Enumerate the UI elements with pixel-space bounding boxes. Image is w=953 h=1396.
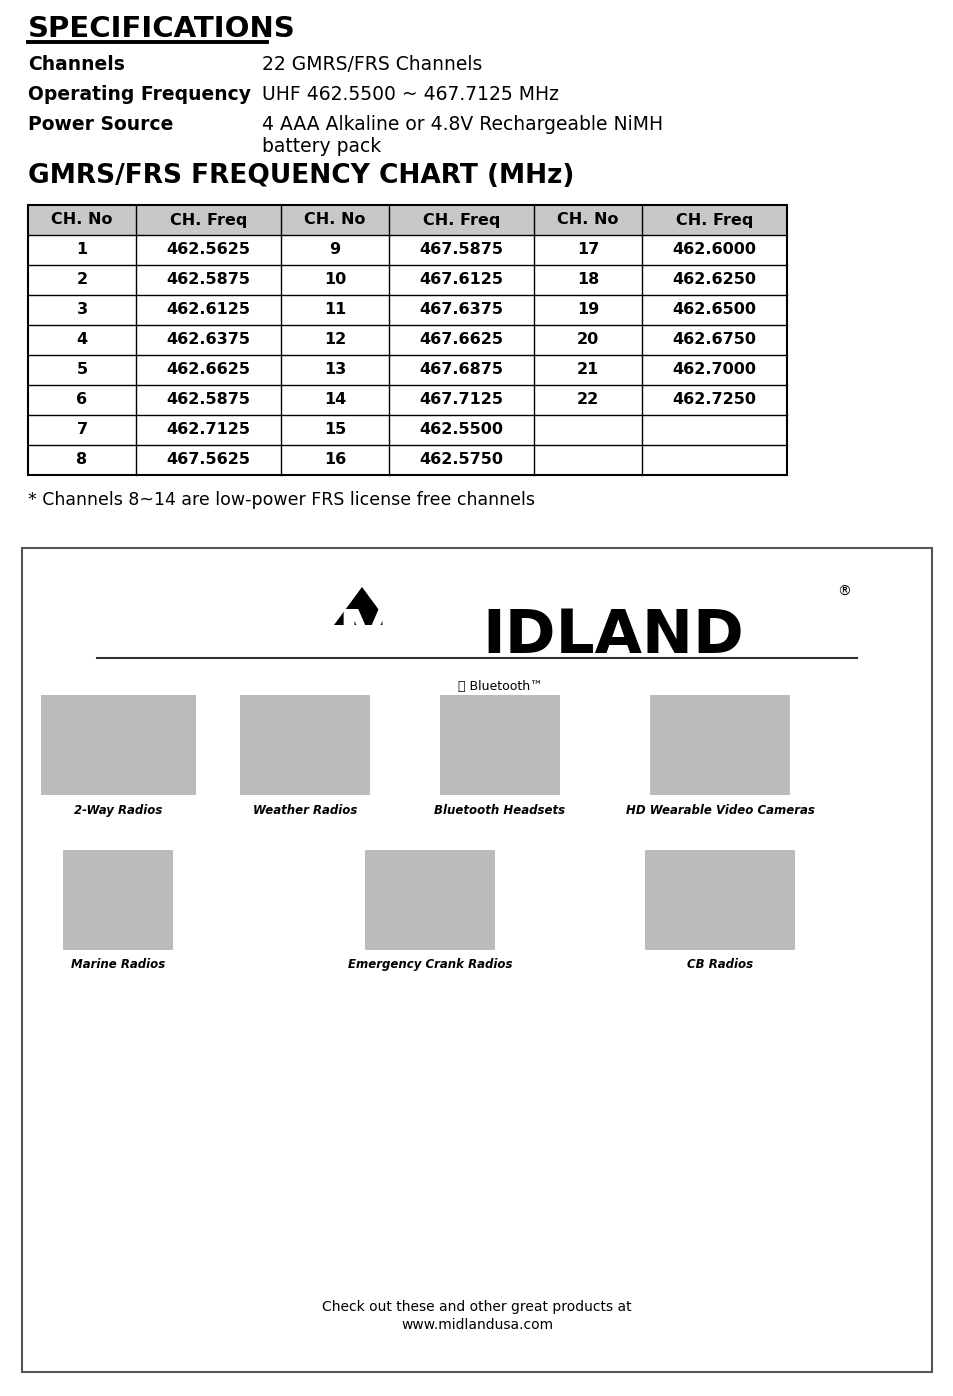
Text: 3: 3 [76, 303, 88, 317]
Bar [22, 549, 931, 1372]
Text: 18: 18 [577, 272, 598, 288]
Text: 12: 12 [323, 332, 346, 348]
Text: 462.6750: 462.6750 [672, 332, 756, 348]
Text: 467.6625: 467.6625 [419, 332, 503, 348]
Text: 5: 5 [76, 363, 88, 377]
Text: 9: 9 [329, 243, 340, 257]
Text: 462.7125: 462.7125 [167, 423, 251, 437]
Text: Ⓕ Bluetooth™: Ⓕ Bluetooth™ [457, 680, 541, 692]
Bar [649, 695, 789, 794]
Text: 462.5625: 462.5625 [167, 243, 251, 257]
Text: Check out these and other great products at: Check out these and other great products… [322, 1300, 631, 1314]
Text: SPECIFICATIONS: SPECIFICATIONS [28, 15, 295, 43]
Text: 467.6875: 467.6875 [419, 363, 503, 377]
Bar [63, 850, 172, 951]
Text: * Channels 8~14 are low-power FRS license free channels: * Channels 8~14 are low-power FRS licens… [28, 491, 535, 510]
Text: 8: 8 [76, 452, 88, 468]
Text: 14: 14 [323, 392, 346, 408]
Text: 467.5875: 467.5875 [419, 243, 503, 257]
Bar [28, 205, 786, 475]
Text: 462.5875: 462.5875 [167, 392, 251, 408]
Text: IDLAND: IDLAND [481, 607, 743, 666]
Text: 1: 1 [76, 243, 88, 257]
Text: 21: 21 [577, 363, 598, 377]
Text: 7: 7 [76, 423, 88, 437]
Text: GMRS/FRS FREQUENCY CHART (MHz): GMRS/FRS FREQUENCY CHART (MHz) [28, 163, 574, 188]
Text: CH. No: CH. No [304, 212, 365, 228]
Text: 462.7000: 462.7000 [672, 363, 756, 377]
Text: 16: 16 [323, 452, 346, 468]
Text: Weather Radios: Weather Radios [253, 804, 356, 817]
Text: 462.6375: 462.6375 [167, 332, 251, 348]
Text: 462.6625: 462.6625 [167, 363, 251, 377]
Text: CH. Freq: CH. Freq [422, 212, 499, 228]
Polygon shape [334, 586, 390, 625]
Text: 2: 2 [76, 272, 88, 288]
Text: ®: ® [836, 585, 850, 599]
Bar [365, 850, 495, 951]
Text: 462.6500: 462.6500 [672, 303, 756, 317]
Text: 10: 10 [323, 272, 346, 288]
Bar [41, 695, 195, 794]
Bar [439, 695, 559, 794]
Text: CH. Freq: CH. Freq [170, 212, 247, 228]
Text: Bluetooth Headsets: Bluetooth Headsets [434, 804, 565, 817]
Text: 15: 15 [323, 423, 346, 437]
Text: 462.6000: 462.6000 [672, 243, 756, 257]
Text: 467.7125: 467.7125 [419, 392, 503, 408]
Bar [644, 850, 794, 951]
Text: www.midlandusa.com: www.midlandusa.com [400, 1318, 553, 1332]
Text: 462.5875: 462.5875 [167, 272, 251, 288]
Text: HD Wearable Video Cameras: HD Wearable Video Cameras [625, 804, 814, 817]
Text: 13: 13 [323, 363, 346, 377]
Text: Emergency Crank Radios: Emergency Crank Radios [348, 958, 512, 972]
Text: 22 GMRS/FRS Channels: 22 GMRS/FRS Channels [262, 54, 482, 74]
Text: Power Source: Power Source [28, 114, 173, 134]
Text: 4: 4 [76, 332, 88, 348]
Text: M: M [336, 607, 397, 666]
Text: 19: 19 [577, 303, 598, 317]
Text: 462.5500: 462.5500 [419, 423, 503, 437]
Text: CH. No: CH. No [557, 212, 618, 228]
Text: 4 AAA Alkaline or 4.8V Rechargeable NiMH: 4 AAA Alkaline or 4.8V Rechargeable NiMH [262, 114, 662, 134]
Text: CB Radios: CB Radios [686, 958, 752, 972]
Text: Channels: Channels [28, 54, 125, 74]
Text: 6: 6 [76, 392, 88, 408]
Text: 462.7250: 462.7250 [672, 392, 756, 408]
Text: 20: 20 [577, 332, 598, 348]
Text: Marine Radios: Marine Radios [71, 958, 165, 972]
Text: 467.6125: 467.6125 [419, 272, 503, 288]
Text: 2-Way Radios: 2-Way Radios [73, 804, 162, 817]
Text: 462.6125: 462.6125 [167, 303, 251, 317]
Text: 462.6250: 462.6250 [672, 272, 756, 288]
Bar [28, 205, 786, 235]
Text: battery pack: battery pack [262, 137, 381, 156]
Text: 467.6375: 467.6375 [419, 303, 503, 317]
Text: 467.5625: 467.5625 [167, 452, 251, 468]
Text: CH. Freq: CH. Freq [675, 212, 753, 228]
Text: 11: 11 [323, 303, 346, 317]
Text: UHF 462.5500 ~ 467.7125 MHz: UHF 462.5500 ~ 467.7125 MHz [262, 85, 558, 103]
Bar [240, 695, 370, 794]
Text: Operating Frequency: Operating Frequency [28, 85, 251, 103]
Text: 17: 17 [577, 243, 598, 257]
Text: 22: 22 [577, 392, 598, 408]
Text: CH. No: CH. No [51, 212, 112, 228]
Text: 462.5750: 462.5750 [419, 452, 503, 468]
